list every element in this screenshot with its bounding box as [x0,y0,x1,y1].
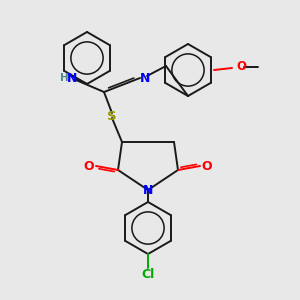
Text: Cl: Cl [141,268,154,281]
Text: O: O [84,160,94,172]
Text: H: H [60,73,68,83]
Text: N: N [67,73,77,85]
Text: S: S [107,110,117,124]
Text: N: N [143,184,153,197]
Text: N: N [140,71,150,85]
Text: O: O [236,61,246,74]
Text: O: O [202,160,212,172]
